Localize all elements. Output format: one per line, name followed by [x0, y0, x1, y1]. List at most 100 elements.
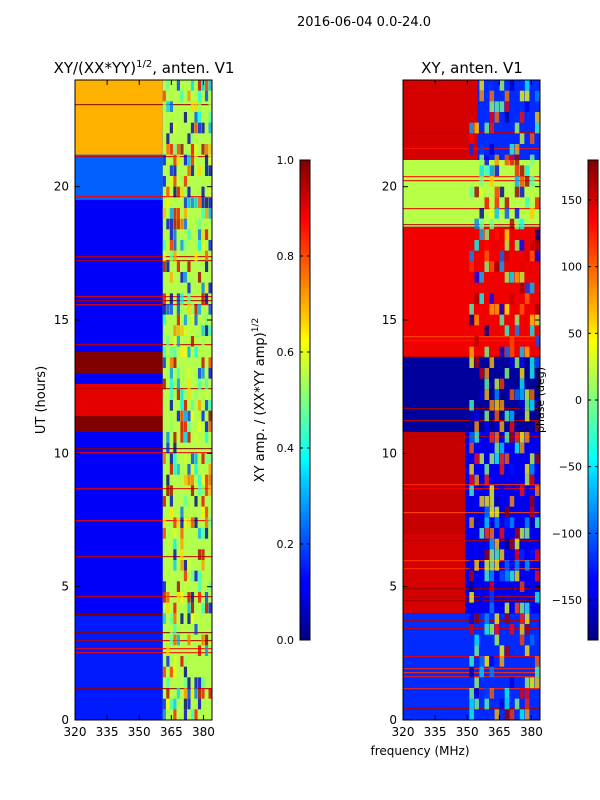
- heatmap-cell: [204, 165, 209, 176]
- phase-axes-frame: [402, 79, 541, 721]
- heatmap-cell: [529, 506, 535, 518]
- heatmap-cell: [190, 538, 195, 550]
- heatmap-cell: [166, 485, 170, 496]
- heatmap-cell: [204, 229, 209, 240]
- heatmap-row-stripe: [75, 652, 212, 654]
- heatmap-cell: [524, 602, 530, 614]
- heatmap-cell: [489, 101, 495, 112]
- heatmap-cell: [514, 208, 520, 219]
- heatmap-cell: [494, 101, 500, 112]
- heatmap-cell: [479, 176, 484, 187]
- heatmap-cell: [183, 325, 188, 336]
- heatmap-row-stripe: [75, 344, 212, 346]
- heatmap-cell: [176, 688, 180, 699]
- heatmap-cell: [166, 197, 170, 208]
- heatmap-cell: [519, 613, 525, 624]
- heatmap-cell: [514, 176, 520, 187]
- heatmap-cell: [519, 634, 525, 646]
- heatmap-cell: [504, 304, 510, 315]
- heatmap-cell: [469, 357, 474, 368]
- heatmap-cell: [469, 122, 474, 134]
- heatmap-cell: [534, 336, 540, 347]
- heatmap-cell: [183, 400, 188, 411]
- heatmap-cell: [162, 496, 166, 507]
- heatmap-cell: [176, 218, 180, 230]
- heatmap-cell: [197, 240, 202, 251]
- heatmap-cell: [183, 389, 188, 400]
- heatmap-cell: [489, 218, 495, 230]
- heatmap-row-stripe: [75, 448, 212, 450]
- heatmap-cell: [187, 474, 191, 486]
- heatmap-cell: [469, 250, 474, 262]
- heatmap-cell: [190, 80, 195, 91]
- amplitude-heatmap: [75, 80, 212, 720]
- heatmap-cell: [479, 368, 484, 379]
- heatmap-cell: [509, 517, 515, 528]
- heatmap-cell: [489, 496, 495, 507]
- heatmap-cell: [176, 304, 180, 315]
- heatmap-cell: [469, 613, 474, 624]
- heatmap-cell: [204, 528, 209, 539]
- heatmap-cell: [504, 570, 510, 582]
- heatmap-cell: [162, 261, 166, 272]
- heatmap-cell: [201, 197, 205, 208]
- heatmap-cell: [166, 186, 170, 198]
- heatmap-cell: [166, 101, 170, 112]
- heatmap-cell: [474, 677, 479, 688]
- heatmap-row-stripe: [75, 256, 212, 258]
- heatmap-cell: [162, 90, 166, 102]
- heatmap-cell: [176, 410, 180, 422]
- heatmap-cell: [201, 293, 205, 304]
- heatmap-cell: [201, 496, 205, 507]
- y-tick-label: 0: [389, 713, 397, 727]
- heatmap-cell: [173, 218, 177, 230]
- heatmap-cell: [484, 378, 490, 390]
- heatmap-cell: [509, 421, 515, 432]
- panel-phase: XY, anten. V1 320 335 350 365 380 0 5 10 15 20: [382, 59, 543, 739]
- heatmap-cell: [183, 474, 188, 486]
- heatmap-cell: [204, 602, 209, 614]
- heatmap-cell: [183, 197, 188, 208]
- heatmap-cell: [494, 410, 500, 422]
- heatmap-cell: [494, 506, 500, 518]
- heatmap-cell: [479, 165, 484, 176]
- heatmap-cell: [509, 464, 515, 475]
- heatmap-cell: [509, 432, 515, 443]
- heatmap-cell: [208, 122, 212, 134]
- heatmap-cell: [534, 197, 540, 208]
- heatmap-cell: [204, 400, 209, 411]
- heatmap-cell: [204, 282, 209, 294]
- heatmap-cell: [208, 688, 212, 699]
- heatmap-cell: [197, 485, 202, 496]
- heatmap-cell: [519, 709, 525, 720]
- heatmap-cell: [529, 389, 535, 400]
- heatmap-cell: [208, 602, 212, 614]
- heatmap-cell: [469, 474, 474, 486]
- heatmap-cell: [519, 368, 525, 379]
- heatmap-cell: [499, 400, 505, 411]
- heatmap-cell: [484, 250, 490, 262]
- heatmap-cell: [180, 346, 184, 358]
- heatmap-cell: [514, 218, 520, 230]
- heatmap-cell: [187, 698, 191, 710]
- heatmap-cell: [529, 176, 535, 187]
- heatmap-cell: [197, 229, 202, 240]
- heatmap-cell: [504, 389, 510, 400]
- heatmap-cell: [176, 80, 180, 91]
- heatmap-cell: [204, 453, 209, 464]
- x-tick-label: 335: [424, 725, 447, 739]
- y-tick-label: 15: [382, 313, 397, 327]
- heatmap-cell: [162, 453, 166, 464]
- heatmap-cell: [489, 400, 495, 411]
- amplitude-ticks: 320 335 350 365 380 0 5 10 15 20: [54, 80, 215, 739]
- heatmap-cell: [474, 634, 479, 646]
- heatmap-cell: [208, 208, 212, 219]
- heatmap-cell: [484, 517, 490, 528]
- heatmap-cell: [514, 314, 520, 326]
- heatmap-cell: [180, 528, 184, 539]
- x-tick-label: 320: [64, 725, 87, 739]
- heatmap-cell: [190, 325, 195, 336]
- heatmap-cell: [479, 272, 484, 283]
- heatmap-cell: [190, 144, 195, 155]
- heatmap-cell: [180, 293, 184, 304]
